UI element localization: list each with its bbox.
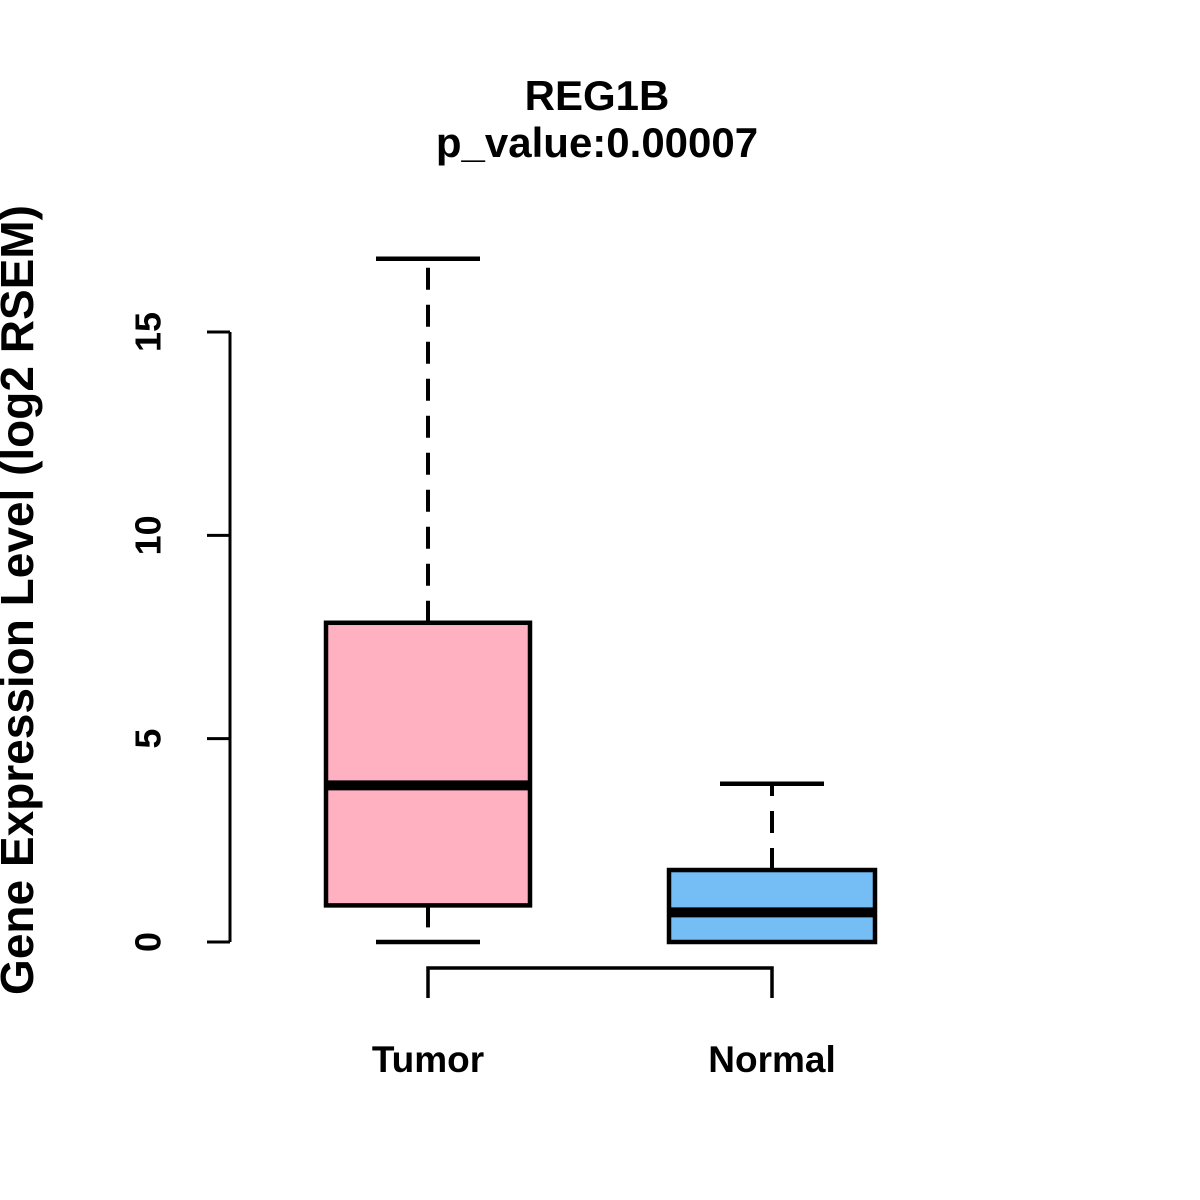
y-axis-tick-label: 10: [128, 515, 169, 555]
x-category-label-tumor: Tumor: [372, 1039, 484, 1080]
box-tumor: [323, 620, 533, 908]
x-category-label-normal: Normal: [708, 1039, 835, 1080]
y-axis-tick-label: 0: [128, 932, 169, 952]
y-axis-tick-label: 5: [128, 729, 169, 749]
chart-title: REG1B: [525, 72, 670, 119]
comparison-bracket: [426, 966, 774, 998]
plot-area: 0 5 10 15: [128, 256, 878, 998]
y-axis-tick-label: 15: [128, 312, 169, 352]
y-axis-label: Gene Expression Level (log2 RSEM): [0, 205, 43, 995]
chart-subtitle: p_value:0.00007: [436, 119, 758, 166]
box-normal: [666, 867, 878, 945]
